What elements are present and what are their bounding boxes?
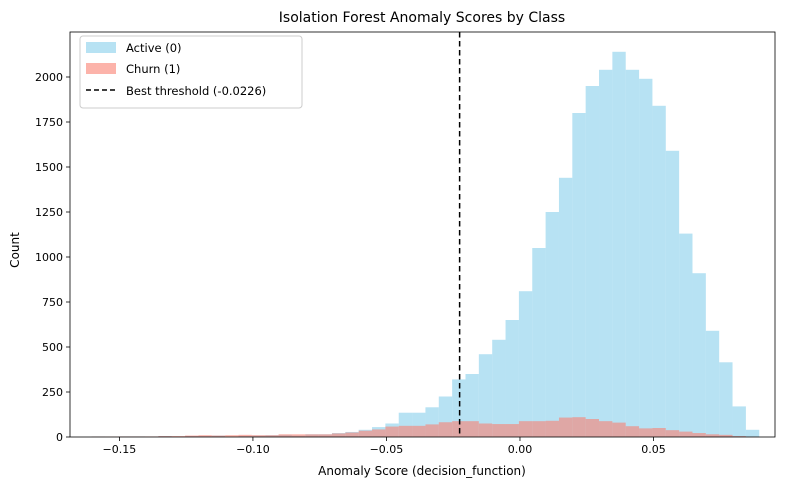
bar	[505, 320, 519, 437]
bar	[492, 424, 506, 437]
bar	[732, 406, 746, 437]
bar	[265, 435, 279, 437]
bar	[612, 422, 626, 437]
bar	[518, 291, 533, 437]
bar	[625, 69, 640, 438]
bar	[639, 78, 653, 438]
bar	[679, 233, 693, 437]
plot-frame	[69, 31, 776, 438]
bar	[585, 419, 600, 437]
x-tick-label: −0.05	[370, 443, 404, 456]
bar	[745, 429, 760, 437]
x-tick-label: −0.15	[103, 443, 137, 456]
bar	[705, 434, 720, 437]
legend-label-threshold: Best threshold (-0.0226)	[126, 84, 266, 98]
bar	[278, 434, 292, 437]
bar	[372, 429, 386, 437]
bar	[251, 435, 266, 437]
bar	[665, 150, 680, 438]
bar	[211, 435, 226, 437]
y-tick-label: 1000	[35, 251, 63, 264]
bar	[318, 434, 332, 437]
bar	[599, 421, 613, 437]
legend-label-active: Active (0)	[126, 41, 182, 55]
y-tick-label: 2000	[35, 71, 63, 84]
bar	[558, 417, 573, 437]
y-tick-label: 250	[42, 386, 63, 399]
bar	[238, 434, 252, 437]
bar	[305, 434, 319, 437]
bar	[171, 436, 186, 437]
bar	[572, 113, 586, 437]
bar	[492, 339, 506, 437]
bar	[398, 425, 413, 437]
bar	[572, 417, 586, 437]
bar	[198, 435, 212, 437]
y-tick-label: 1250	[35, 206, 63, 219]
bar	[518, 421, 533, 437]
bar	[452, 421, 466, 437]
bar	[612, 51, 626, 438]
bar	[705, 330, 720, 437]
x-axis-label: Anomaly Score (decision_function)	[318, 464, 526, 478]
series-1	[91, 417, 760, 437]
bar	[438, 422, 453, 437]
legend-swatch-active	[86, 42, 116, 53]
bar	[478, 423, 493, 437]
bar	[679, 431, 693, 437]
bar	[545, 212, 559, 437]
legend-box	[79, 35, 303, 109]
bar	[692, 273, 706, 437]
bar	[532, 248, 546, 437]
y-tick-label: 750	[42, 296, 63, 309]
y-tick-label: 1750	[35, 116, 63, 129]
legend-swatch-churn	[86, 63, 116, 74]
bar	[532, 421, 546, 437]
x-tick-label: −0.10	[236, 443, 270, 456]
bar	[185, 435, 199, 437]
y-tick-label: 1500	[35, 161, 63, 174]
bar	[599, 69, 613, 438]
bar	[652, 105, 666, 438]
bar	[665, 430, 680, 437]
bar	[331, 433, 346, 437]
bar	[719, 362, 733, 437]
histogram-bars	[91, 51, 760, 438]
bar	[478, 354, 493, 437]
bar	[652, 428, 666, 437]
legend: Active (0) Churn (1) Best threshold (-0.…	[79, 35, 303, 109]
y-axis-label: Count	[8, 232, 22, 268]
series-0	[91, 51, 760, 438]
bar	[732, 436, 746, 437]
bar	[385, 426, 399, 437]
y-axis: 0 250 500 750 1000 1250 1500 1750 2000	[35, 71, 70, 444]
bar	[558, 177, 573, 438]
y-tick-label: 500	[42, 341, 63, 354]
x-axis: −0.15 −0.10 −0.05 0.00 0.05	[103, 437, 666, 456]
bar	[625, 426, 640, 437]
bar	[412, 425, 426, 437]
bar	[225, 435, 239, 437]
bar	[465, 421, 479, 437]
y-tick-label: 0	[56, 431, 63, 444]
bar	[425, 424, 439, 437]
bar	[639, 428, 653, 437]
bar	[158, 436, 172, 437]
bar	[505, 424, 519, 437]
legend-label-churn: Churn (1)	[126, 62, 180, 76]
chart-title: Isolation Forest Anomaly Scores by Class	[279, 10, 565, 26]
bar	[358, 430, 373, 437]
x-tick-label: 0.05	[641, 443, 666, 456]
bar	[585, 86, 600, 437]
bar	[719, 434, 733, 437]
bar	[692, 433, 706, 437]
bar	[345, 432, 359, 437]
bar	[545, 420, 559, 437]
x-tick-label: 0.00	[508, 443, 533, 456]
bar	[291, 434, 306, 437]
